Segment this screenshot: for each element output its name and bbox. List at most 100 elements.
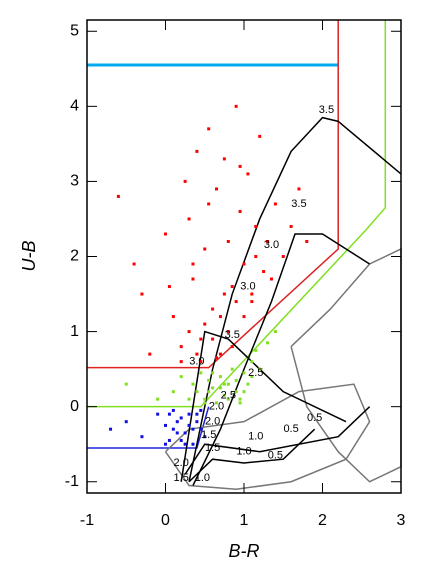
curve — [184, 406, 371, 475]
track-label: 1.0 — [248, 431, 263, 443]
point — [164, 423, 167, 427]
curve — [188, 428, 316, 483]
point — [242, 315, 246, 319]
point — [199, 427, 203, 431]
track-label: 3.5 — [319, 104, 334, 116]
track-label: 2.5 — [248, 367, 263, 379]
point — [140, 435, 144, 439]
track-label: 2.0 — [174, 457, 189, 469]
x-tick-label: 0 — [161, 512, 170, 529]
point — [222, 382, 226, 386]
point — [132, 262, 136, 266]
point — [230, 367, 234, 371]
point — [179, 375, 183, 379]
point — [250, 300, 254, 304]
point — [183, 431, 187, 435]
point — [175, 420, 179, 424]
track-label: 0.5 — [283, 423, 298, 435]
point — [262, 270, 266, 274]
track-label: 1.0 — [236, 446, 251, 458]
point — [234, 300, 238, 304]
track-label: 3.5 — [291, 198, 306, 210]
point — [187, 412, 191, 416]
point — [211, 386, 215, 390]
y-tick-label: 3 — [70, 173, 79, 190]
point — [266, 341, 270, 345]
track-label: 1.5 — [205, 442, 220, 454]
y-tick-label: 4 — [70, 98, 79, 115]
point — [234, 378, 238, 382]
x-axis-label: B-R — [229, 541, 260, 561]
point — [242, 262, 246, 266]
point — [203, 322, 207, 326]
point — [211, 337, 215, 341]
curve — [180, 330, 347, 482]
point — [258, 367, 262, 371]
point — [211, 307, 215, 311]
x-tick-label: -1 — [80, 512, 94, 529]
track-label: 2.0 — [205, 416, 220, 428]
point — [218, 315, 222, 319]
point — [187, 217, 191, 221]
point — [140, 292, 144, 296]
point — [124, 420, 128, 424]
point — [124, 382, 128, 386]
point — [183, 179, 187, 183]
point — [199, 408, 203, 412]
y-tick-label: 2 — [70, 248, 79, 265]
point — [230, 345, 234, 349]
point — [195, 420, 199, 424]
point — [269, 277, 273, 281]
point — [226, 330, 230, 334]
point — [207, 127, 211, 131]
point — [109, 427, 113, 431]
point — [203, 401, 207, 405]
curve — [164, 383, 371, 491]
point — [254, 224, 258, 228]
point — [171, 390, 175, 394]
point — [226, 382, 230, 386]
y-tick-label: -1 — [65, 473, 79, 490]
track-label: 3.0 — [240, 280, 255, 292]
y-tick-label: 1 — [70, 323, 79, 340]
x-tick-label: 3 — [397, 512, 406, 529]
track-label: 1.5 — [174, 472, 189, 484]
point — [183, 442, 187, 446]
point — [179, 360, 183, 364]
point — [238, 164, 242, 168]
point — [218, 386, 222, 390]
point — [215, 401, 219, 405]
point — [156, 397, 160, 401]
curve — [188, 116, 402, 482]
point — [191, 427, 195, 431]
point — [218, 375, 222, 379]
point — [148, 352, 152, 356]
y-tick-label: 5 — [70, 22, 79, 39]
point — [250, 292, 254, 296]
point — [199, 360, 203, 364]
curve — [290, 247, 402, 483]
point — [191, 277, 195, 281]
track-label: 2.5 — [221, 389, 236, 401]
curve — [192, 233, 371, 486]
point — [171, 408, 175, 412]
curve — [87, 406, 210, 449]
point — [258, 134, 262, 138]
point — [246, 172, 250, 176]
y-tick-label: 0 — [70, 398, 79, 415]
point — [266, 239, 270, 243]
point — [167, 285, 171, 289]
point — [171, 315, 175, 319]
point — [179, 416, 183, 420]
point — [238, 401, 242, 405]
point — [203, 397, 207, 401]
point — [187, 397, 191, 401]
point — [175, 431, 179, 435]
point — [167, 412, 171, 416]
y-axis-label: U-B — [19, 241, 39, 272]
point — [226, 239, 230, 243]
curve — [87, 20, 339, 369]
point — [238, 209, 242, 213]
point — [187, 330, 191, 334]
point — [179, 438, 183, 442]
